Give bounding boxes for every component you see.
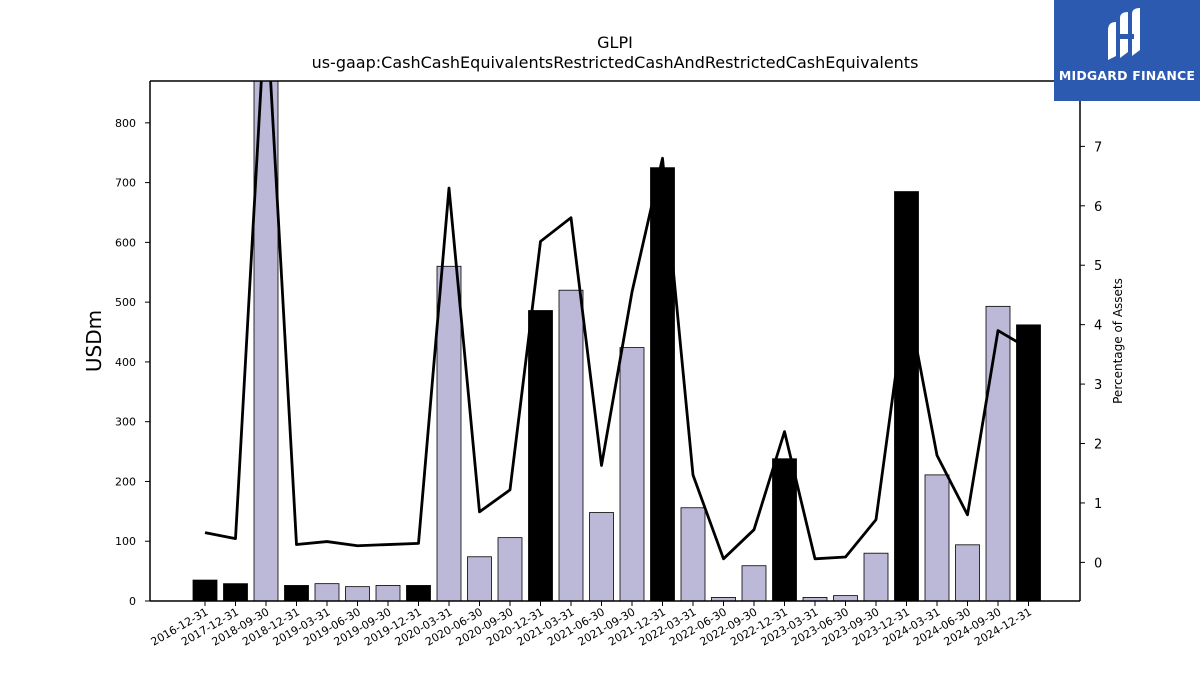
y2-axis-label: Percentage of Assets [1111, 278, 1125, 404]
bar [467, 556, 492, 601]
primary-y-ticks: 0 100 200 300 400 500 600 700 800 [115, 117, 150, 608]
bar [924, 474, 950, 601]
chart-subtitle: us-gaap:CashCashEquivalentsRestrictedCas… [312, 53, 919, 72]
bar [772, 458, 797, 601]
y2-tick-label: 4 [1094, 319, 1102, 334]
percentage-line [204, 81, 1030, 561]
y2-tick-label: 0 [1094, 556, 1102, 571]
bar [284, 585, 309, 601]
bar [497, 537, 523, 601]
bars [192, 81, 1041, 601]
chart-title: GLPI [597, 33, 633, 52]
y-tick-label: 100 [115, 535, 136, 548]
bar [863, 552, 889, 601]
y-tick-label: 400 [115, 356, 136, 369]
x-ticks: 2016-12-312017-12-312018-09-302018-12-31… [149, 601, 1034, 649]
bar [345, 586, 370, 601]
bar [223, 583, 248, 601]
bar [894, 191, 919, 601]
y2-tick-label: 5 [1094, 259, 1102, 274]
bar [955, 544, 980, 601]
y2-tick-label: 2 [1094, 438, 1102, 453]
bar [833, 595, 858, 601]
midgard-logo-icon [1108, 8, 1140, 60]
bar [253, 81, 279, 601]
brand-logo: MIDGARD FINANCE [1054, 0, 1200, 101]
y-tick-label: 600 [115, 236, 136, 249]
y-axis-label: USDm [82, 310, 106, 372]
secondary-y-ticks: 0 1 2 3 4 5 6 7 [1080, 140, 1102, 571]
axes [149, 80, 1081, 602]
y2-tick-label: 7 [1094, 140, 1102, 155]
bar [558, 289, 584, 601]
bar [802, 597, 828, 601]
bar [375, 585, 401, 601]
bar [680, 507, 706, 601]
bar [741, 565, 767, 601]
y-tick-label: 500 [115, 296, 136, 309]
y-tick-label: 700 [115, 177, 136, 190]
percentage-series-line [204, 81, 1030, 561]
bar [619, 347, 645, 601]
bar [436, 265, 462, 601]
bar [985, 305, 1011, 601]
y2-tick-label: 1 [1094, 497, 1102, 512]
y-tick-label: 800 [115, 117, 136, 130]
y-tick-label: 200 [115, 475, 136, 488]
y2-tick-label: 3 [1094, 378, 1102, 393]
bar [192, 579, 218, 601]
bar [406, 585, 431, 601]
y-tick-label: 0 [129, 595, 136, 608]
bar [528, 310, 553, 601]
bar [1016, 324, 1041, 601]
bar [589, 512, 614, 601]
y2-tick-label: 6 [1094, 200, 1102, 215]
bar [314, 583, 340, 601]
bar [711, 597, 736, 601]
y-tick-label: 300 [115, 416, 136, 429]
logo-text: MIDGARD FINANCE [1058, 68, 1196, 83]
